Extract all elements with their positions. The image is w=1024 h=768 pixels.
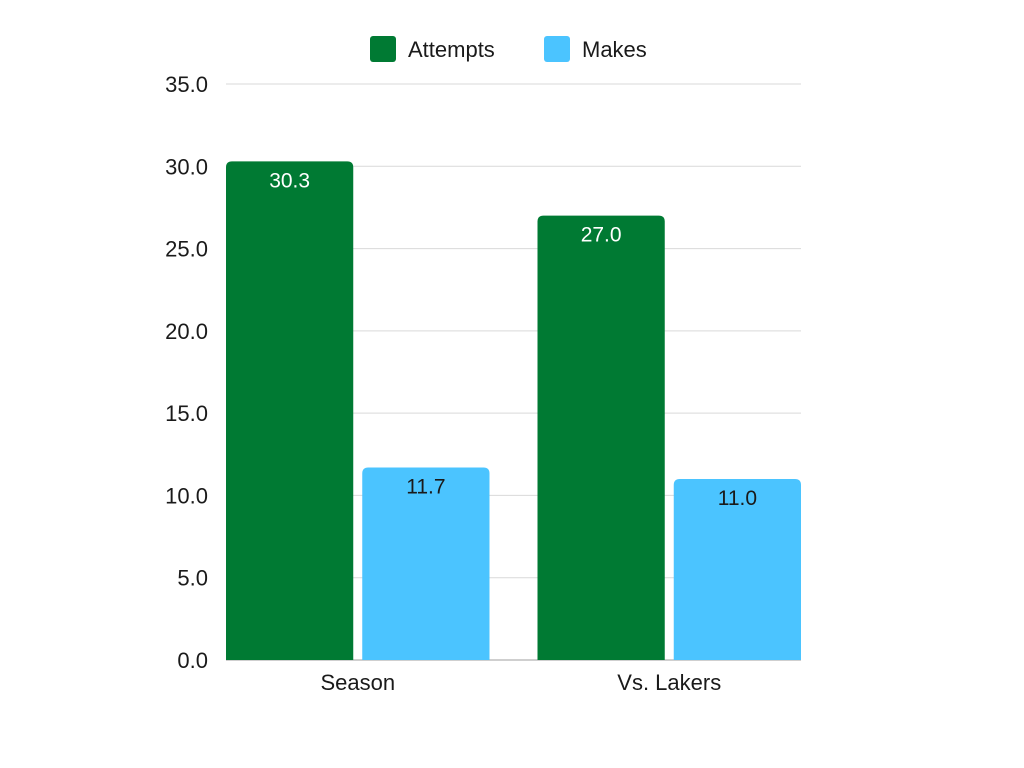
data-label: 11.0 xyxy=(718,487,757,510)
x-tick-label: Season xyxy=(320,670,395,695)
data-label: 11.7 xyxy=(406,475,445,498)
y-tick-label: 10.0 xyxy=(165,483,208,508)
legend-swatch-attempts xyxy=(370,36,396,62)
legend-label-attempts: Attempts xyxy=(408,37,495,62)
legend-swatch-makes xyxy=(544,36,570,62)
legend-label-makes: Makes xyxy=(582,37,647,62)
legend: Attempts Makes xyxy=(370,36,647,62)
y-tick-label: 5.0 xyxy=(177,566,208,591)
bar-makes-1 xyxy=(362,467,490,660)
y-tick-label: 15.0 xyxy=(165,401,208,426)
y-tick-label: 30.0 xyxy=(165,154,208,179)
bar-attempts-2 xyxy=(537,215,665,660)
y-tick-label: 20.0 xyxy=(165,319,208,344)
y-tick-label: 0.0 xyxy=(177,648,208,673)
bars xyxy=(226,161,801,660)
y-tick-label: 35.0 xyxy=(165,72,208,97)
x-tick-label: Vs. Lakers xyxy=(617,670,721,695)
bar-makes-2 xyxy=(673,478,801,660)
data-labels: 30.3 11.7 27.0 11.0 xyxy=(269,169,757,510)
bar-attempts-1 xyxy=(226,161,354,660)
x-axis-ticks: Season Vs. Lakers xyxy=(320,670,721,695)
data-label: 30.3 xyxy=(269,169,310,192)
y-axis-ticks: 0.0 5.0 10.0 15.0 20.0 25.0 30.0 35.0 xyxy=(165,72,208,673)
y-tick-label: 25.0 xyxy=(165,237,208,262)
data-label: 27.0 xyxy=(581,224,622,247)
